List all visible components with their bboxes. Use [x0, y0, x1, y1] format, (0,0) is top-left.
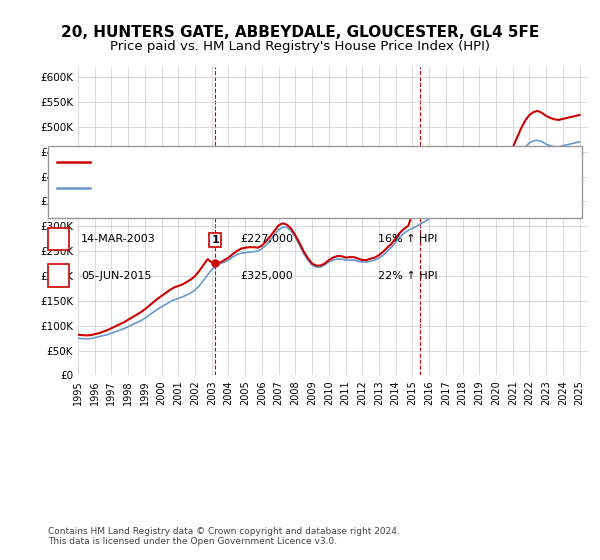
Text: 22% ↑ HPI: 22% ↑ HPI [378, 270, 437, 281]
Text: 2: 2 [416, 186, 424, 197]
Text: £227,000: £227,000 [240, 234, 293, 244]
Text: 1: 1 [55, 234, 62, 244]
Text: £325,000: £325,000 [240, 270, 293, 281]
Text: 20, HUNTERS GATE, ABBEYDALE, GLOUCESTER, GL4 5FE (detached house): 20, HUNTERS GATE, ABBEYDALE, GLOUCESTER,… [96, 157, 468, 167]
Text: 14-MAR-2003: 14-MAR-2003 [81, 234, 156, 244]
Text: Contains HM Land Registry data © Crown copyright and database right 2024.
This d: Contains HM Land Registry data © Crown c… [48, 526, 400, 546]
Text: 2: 2 [55, 270, 62, 281]
Text: HPI: Average price, detached house, Gloucester: HPI: Average price, detached house, Glou… [96, 183, 334, 193]
Text: 1: 1 [211, 235, 219, 245]
Text: 16% ↑ HPI: 16% ↑ HPI [378, 234, 437, 244]
Text: Price paid vs. HM Land Registry's House Price Index (HPI): Price paid vs. HM Land Registry's House … [110, 40, 490, 53]
Text: 20, HUNTERS GATE, ABBEYDALE, GLOUCESTER, GL4 5FE: 20, HUNTERS GATE, ABBEYDALE, GLOUCESTER,… [61, 25, 539, 40]
Text: 05-JUN-2015: 05-JUN-2015 [81, 270, 151, 281]
